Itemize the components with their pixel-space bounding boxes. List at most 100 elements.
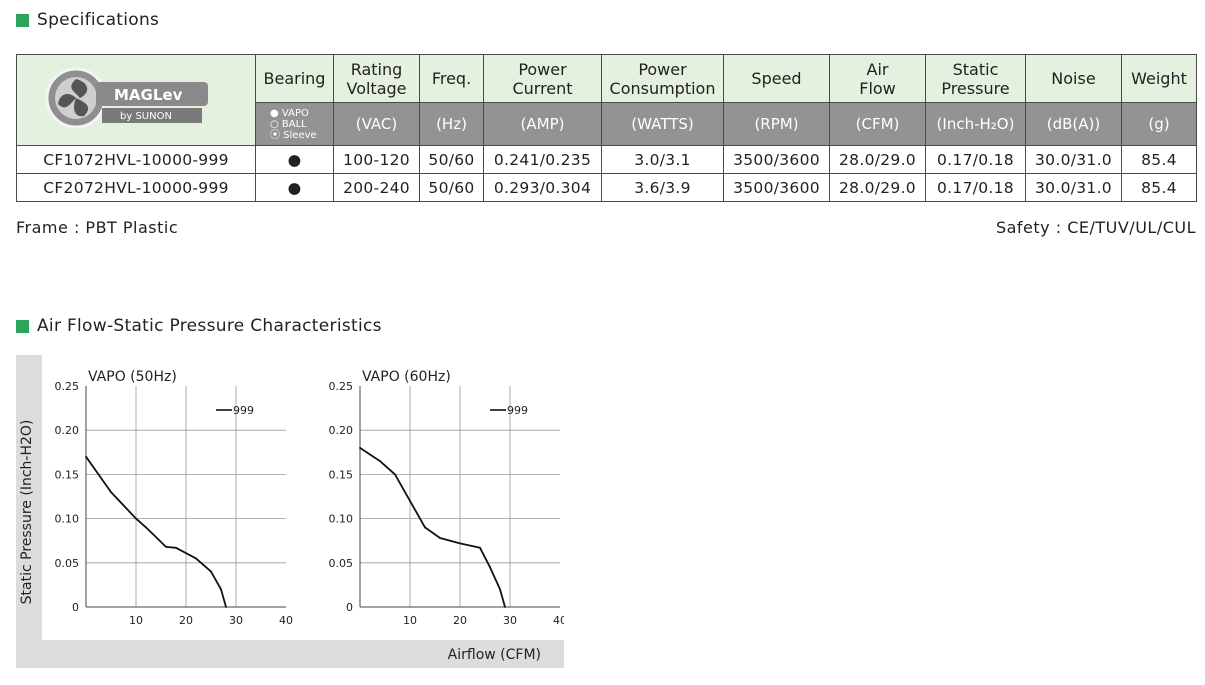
chart-section-title: Air Flow-Static Pressure Characteristics xyxy=(37,316,382,336)
x-tick-label: 10 xyxy=(129,614,143,627)
data-point xyxy=(220,588,222,591)
bearing-legend: ● VAPO ○ BALL ⦿ Sleeve xyxy=(255,102,334,146)
unit-watts: (WATTS) xyxy=(601,102,724,146)
voltage-cell: 200-240 xyxy=(333,173,420,202)
logo-subtext: by SUNON xyxy=(120,111,172,122)
data-point xyxy=(110,491,112,493)
data-point xyxy=(225,606,227,608)
unit-freq: (Hz) xyxy=(419,102,484,146)
y-tick-label: 0.25 xyxy=(55,380,80,393)
data-point xyxy=(439,537,441,539)
x-tick-label: 40 xyxy=(553,614,564,627)
speed-cell: 3500/3600 xyxy=(723,145,830,174)
data-point xyxy=(359,446,361,449)
table-row: CF1072HVL-10000-999 ● 100-120 50/60 0.24… xyxy=(16,145,1197,174)
y-axis-label: Static Pressure (Inch-H2O) xyxy=(19,420,35,605)
header-weight: Weight xyxy=(1121,54,1197,103)
data-point xyxy=(175,546,177,549)
model-cell: CF1072HVL-10000-999 xyxy=(16,145,256,174)
noise-cell: 30.0/31.0 xyxy=(1025,173,1122,202)
data-point xyxy=(504,606,506,608)
header-bearing: Bearing xyxy=(255,54,334,103)
data-point xyxy=(135,517,137,520)
chart-panel-2: VAPO (60Hz) 0 0.05 0.10 0.15 0.20 0.25 10 20 30 40… xyxy=(329,369,568,627)
table-row: CF2072HVL-10000-999 ● 200-240 50/60 0.29… xyxy=(16,173,1197,202)
maglev-logo: MAGLev by SUNON xyxy=(45,67,208,129)
chart-panel-1: VAPO (50Hz) 0 0.05 0.10 0.15 0.20 0.25 10 20 30 40… xyxy=(55,369,294,627)
unit-voltage: (VAC) xyxy=(333,102,420,146)
flow-cell: 28.0/29.0 xyxy=(829,145,926,174)
y-tick-label: 0.20 xyxy=(55,424,80,437)
y-tick-label: 0 xyxy=(346,601,353,614)
data-point xyxy=(459,542,461,545)
weight-cell: 85.4 xyxy=(1121,145,1197,174)
header-power-consumption: Power Consumption xyxy=(601,54,724,103)
y-tick-label: 0.05 xyxy=(329,557,354,570)
header-rating-voltage: Rating Voltage xyxy=(333,54,420,103)
y-tick-label: 0.05 xyxy=(55,557,80,570)
series-line xyxy=(85,456,227,608)
y-tick-label: 0.15 xyxy=(329,468,354,481)
data-point xyxy=(479,546,481,549)
unit-current: (AMP) xyxy=(483,102,602,146)
data-point xyxy=(85,455,87,458)
y-tick-label: 0.25 xyxy=(329,380,354,393)
data-point xyxy=(409,500,411,502)
watts-cell: 3.6/3.9 xyxy=(601,173,724,202)
watts-cell: 3.0/3.1 xyxy=(601,145,724,174)
flow-cell: 28.0/29.0 xyxy=(829,173,926,202)
header-freq: Freq. xyxy=(419,54,484,103)
speed-cell: 3500/3600 xyxy=(723,173,830,202)
model-cell: CF2072HVL-10000-999 xyxy=(16,173,256,202)
header-speed: Speed xyxy=(723,54,830,103)
weight-cell: 85.4 xyxy=(1121,173,1197,202)
x-tick-label: 30 xyxy=(229,614,243,627)
specifications-title: Specifications xyxy=(37,10,160,30)
current-cell: 0.241/0.235 xyxy=(483,145,602,174)
legend-label: 999 xyxy=(507,404,528,417)
current-cell: 0.293/0.304 xyxy=(483,173,602,202)
data-point xyxy=(145,526,147,529)
specifications-table: MAGLev by SUNON Bearing Rating Voltage Fr… xyxy=(16,54,1197,202)
data-point xyxy=(379,460,381,463)
header-power-current: Power Current xyxy=(483,54,602,103)
y-tick-label: 0.15 xyxy=(55,468,80,481)
logo-text: MAGLev xyxy=(114,86,183,104)
chart-heading: Air Flow-Static Pressure Characteristics xyxy=(16,316,382,336)
data-point xyxy=(489,566,491,569)
data-point xyxy=(394,473,396,476)
voltage-cell: 100-120 xyxy=(333,145,420,174)
chart-title: VAPO (50Hz) xyxy=(88,369,177,385)
maglev-logo-cell: MAGLev by SUNON xyxy=(16,54,256,146)
y-tick-label: 0 xyxy=(72,601,79,614)
header-air-flow: Air Flow xyxy=(829,54,926,103)
unit-noise: (dB(A)) xyxy=(1025,102,1122,146)
x-tick-label: 20 xyxy=(179,614,193,627)
header-noise: Noise xyxy=(1025,54,1122,103)
y-tick-label: 0.10 xyxy=(329,513,354,526)
x-tick-label: 20 xyxy=(453,614,467,627)
noise-cell: 30.0/31.0 xyxy=(1025,145,1122,174)
section-marker-icon xyxy=(16,319,29,333)
data-point xyxy=(195,557,197,560)
data-point xyxy=(499,588,501,591)
charts-svg: Static Pressure (Inch-H2O) Airflow (CFM)… xyxy=(16,355,568,668)
header-static-pressure: Static Pressure xyxy=(925,54,1026,103)
chart-title: VAPO (60Hz) xyxy=(362,369,451,385)
data-point xyxy=(424,526,426,529)
bearing-cell: ● xyxy=(255,145,334,174)
x-axis-label: Airflow (CFM) xyxy=(448,647,541,663)
pressure-cell: 0.17/0.18 xyxy=(925,145,1026,174)
x-tick-label: 30 xyxy=(503,614,517,627)
data-point xyxy=(210,570,212,573)
unit-flow: (CFM) xyxy=(829,102,926,146)
unit-speed: (RPM) xyxy=(723,102,830,146)
y-tick-label: 0.20 xyxy=(329,424,354,437)
freq-cell: 50/60 xyxy=(419,173,484,202)
x-tick-label: 40 xyxy=(279,614,293,627)
x-tick-label: 10 xyxy=(403,614,417,627)
bearing-cell: ● xyxy=(255,173,334,202)
safety-note: Safety : CE/TUV/UL/CUL xyxy=(995,218,1196,237)
specifications-heading: Specifications xyxy=(16,10,159,30)
frame-note: Frame : PBT Plastic xyxy=(16,218,179,237)
